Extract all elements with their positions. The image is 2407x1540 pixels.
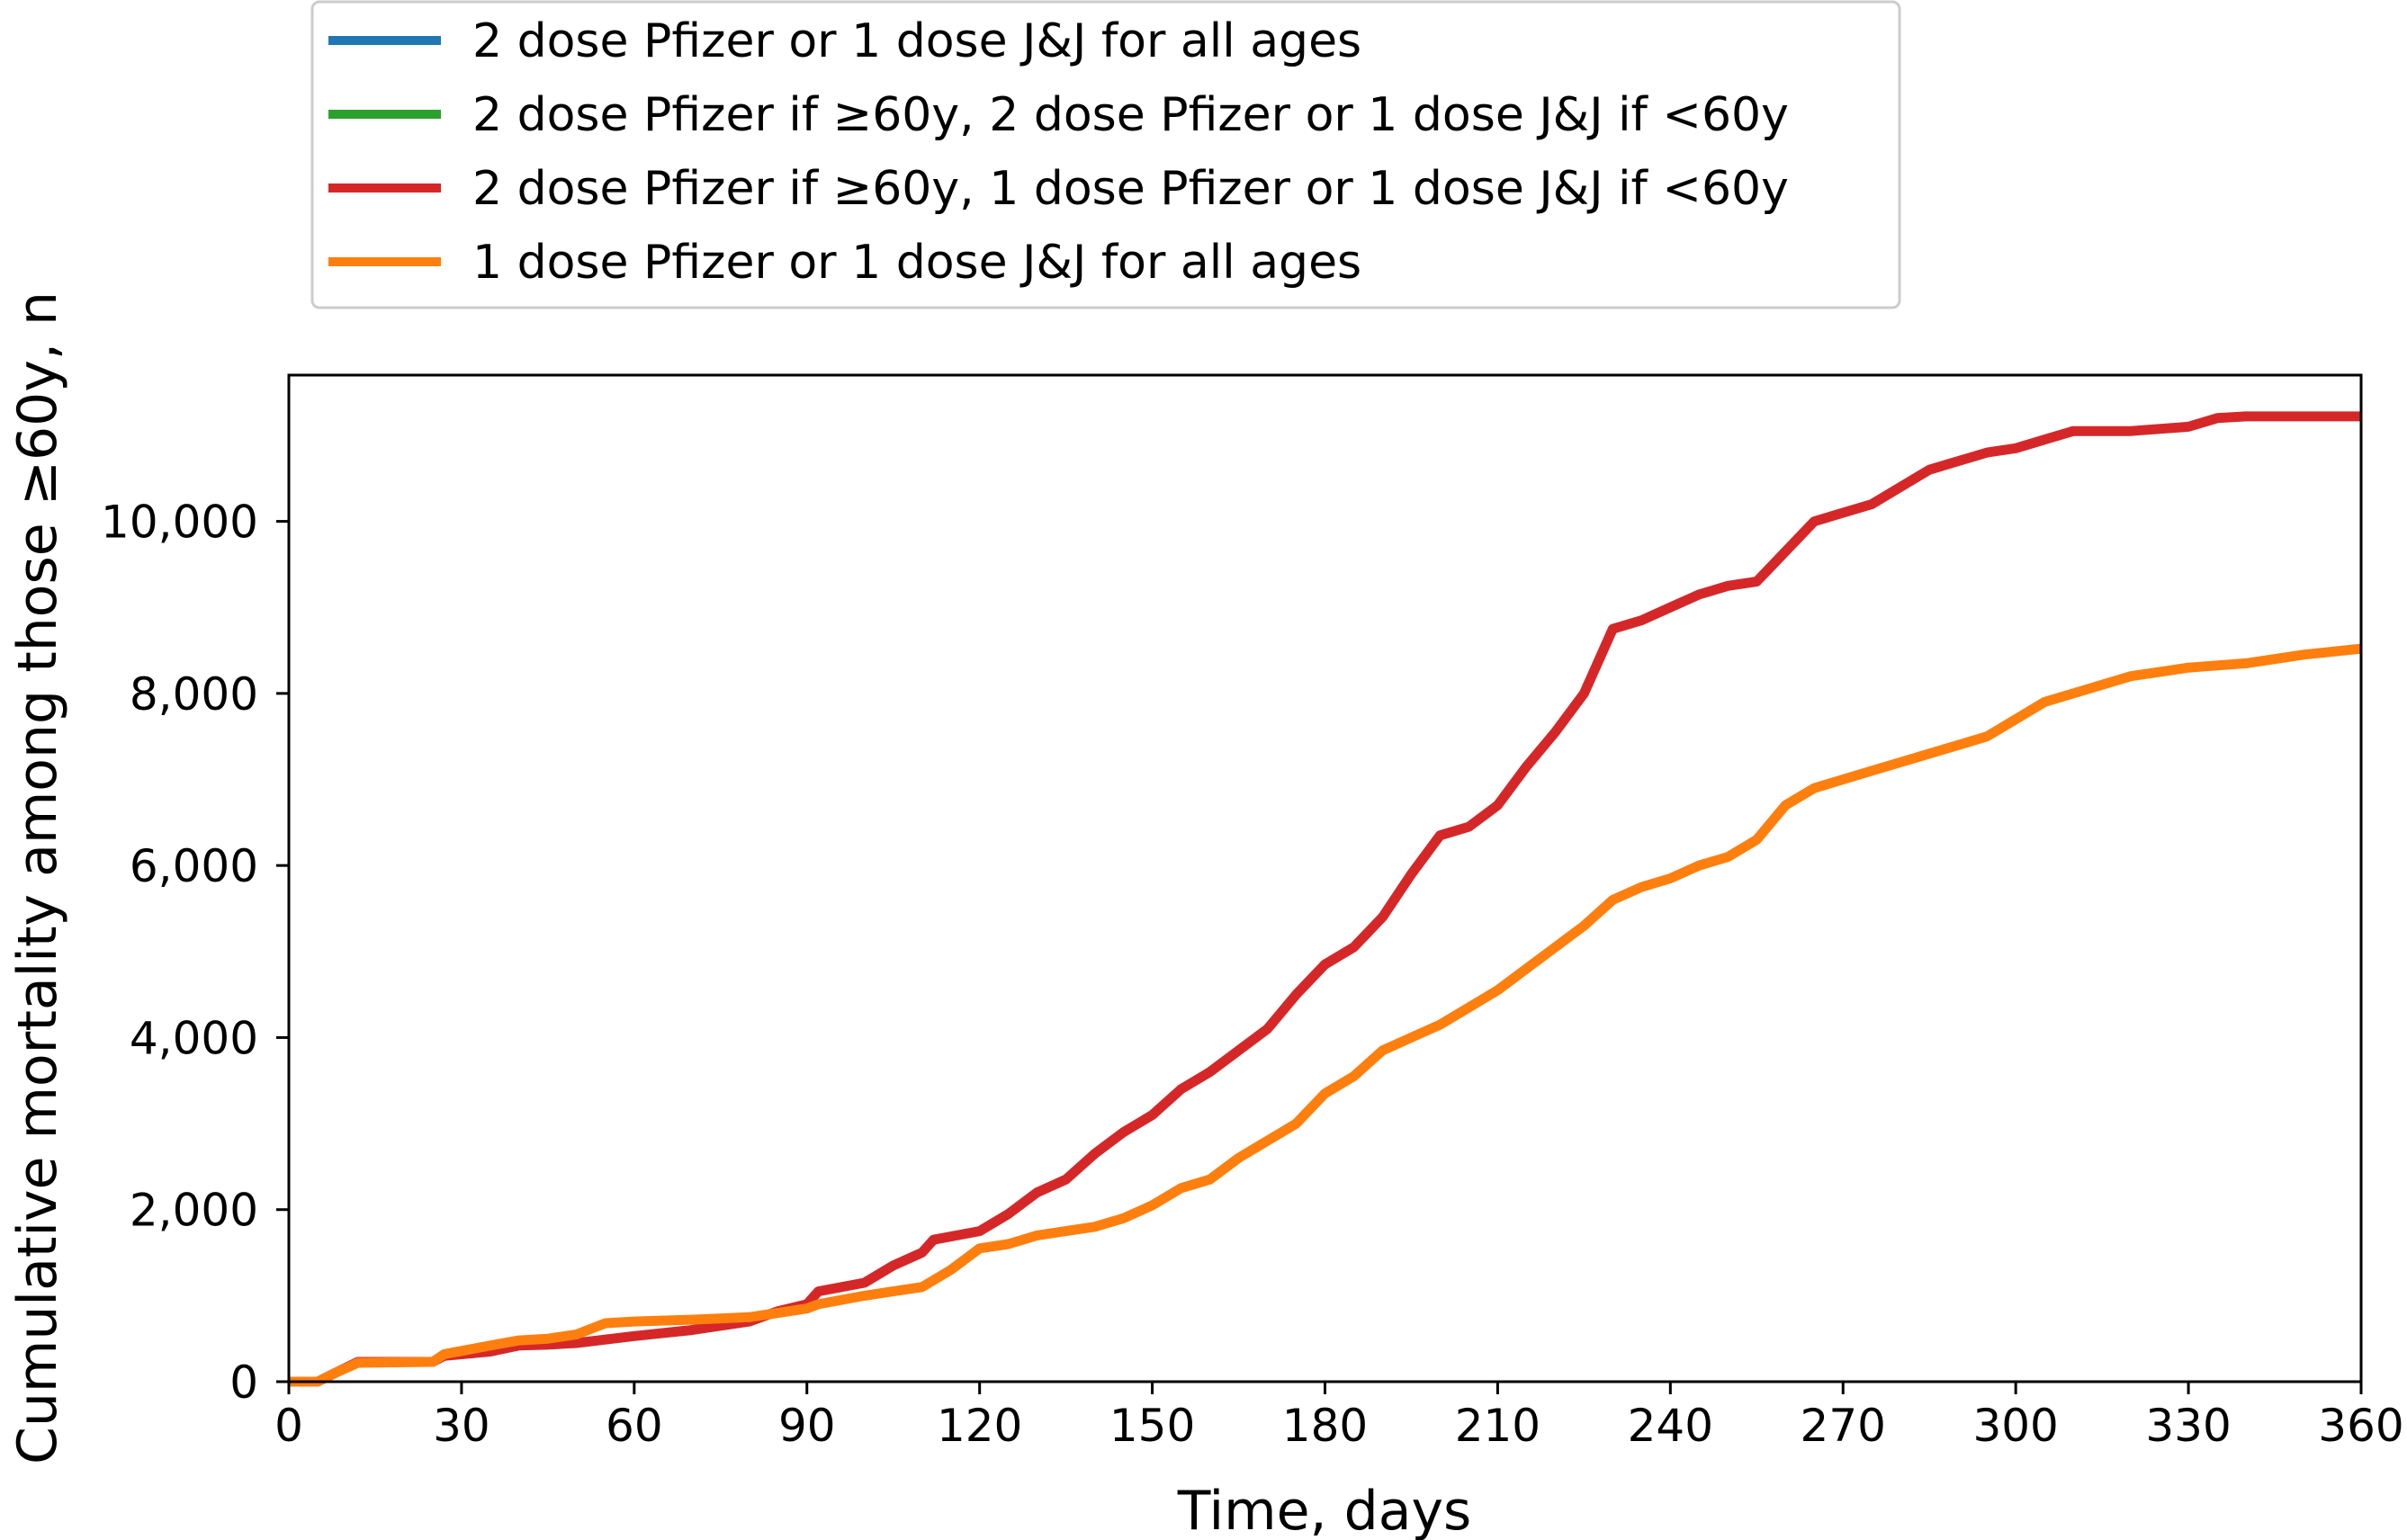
x-axis: 0 30 60 90 120 150 180 210 240 270 300 330 360 [274,1382,2404,1452]
x-tick-label: 150 [1109,1400,1195,1452]
legend-label-3: 1 dose Pfizer or 1 dose J&J for all ages [472,236,1361,290]
x-tick-label: 120 [937,1400,1022,1452]
x-tick-label: 270 [1801,1400,1886,1452]
x-tick-label: 90 [778,1400,836,1452]
legend: 2 dose Pfizer or 1 dose J&J for all ages… [310,0,1901,309]
series-layer [289,411,2362,1387]
y-tick-label: 8,000 [130,668,258,721]
x-tick-label: 180 [1282,1400,1368,1452]
x-tick-label: 30 [433,1400,490,1452]
y-axis-label: Cumulative mortality among those ≥60y, n [6,291,69,1464]
series-line-3 [289,643,2362,1387]
x-tick-label: 330 [2145,1400,2231,1452]
y-axis: 0 2,000 4,000 6,000 8,000 10,000 [101,497,289,1409]
x-tick-label: 240 [1628,1400,1713,1452]
series-line-2 [289,411,2361,1387]
y-tick-label: 2,000 [130,1185,258,1237]
x-tick-label: 210 [1455,1400,1540,1452]
x-tick-label: 360 [2318,1400,2403,1452]
y-tick-label: 10,000 [101,497,258,549]
legend-box [310,0,1901,309]
x-tick-label: 300 [1972,1400,2058,1452]
legend-label-2: 2 dose Pfizer if ≥60y, 1 dose Pfizer or … [472,162,1789,216]
legend-label-1: 2 dose Pfizer if ≥60y, 2 dose Pfizer or … [472,88,1789,142]
x-axis-label: Time, days [1177,1480,1472,1540]
y-tick-label: 0 [229,1356,258,1409]
x-tick-label: 0 [274,1400,303,1452]
x-tick-label: 60 [606,1400,663,1452]
y-tick-label: 6,000 [130,840,258,892]
legend-label-0: 2 dose Pfizer or 1 dose J&J for all ages [472,14,1361,68]
y-tick-label: 4,000 [130,1012,258,1064]
